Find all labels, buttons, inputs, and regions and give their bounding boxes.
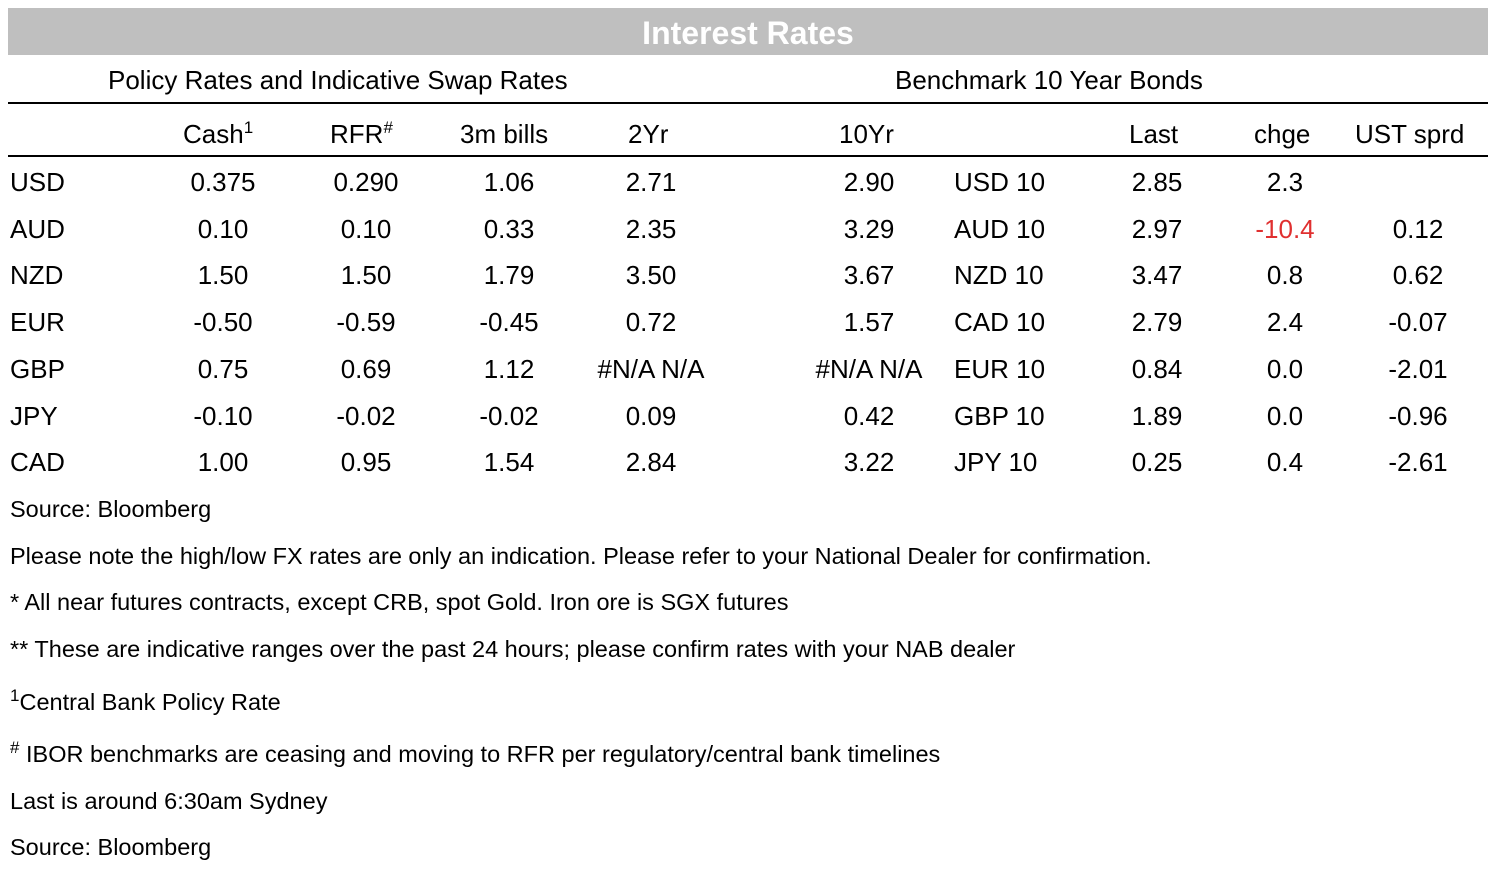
table-row: JPY -0.10 -0.02 -0.02 0.09 0.42 GBP 10 1.89 0.0 -… (0, 394, 1495, 438)
ust-sprd-cell: -0.96 (1388, 400, 1448, 431)
ibor-footnote: # IBOR benchmarks are ceasing and moving… (10, 738, 941, 767)
ten-year-cell: 1.57 (843, 307, 895, 338)
cash-cell: 0.10 (197, 213, 249, 244)
col-header-ust-sprd: UST sprd (1355, 119, 1465, 149)
table-row: AUD 0.10 0.10 0.33 2.35 3.29 AUD 10 2.97 -10.4 0.… (0, 207, 1495, 251)
cash-cell: -0.50 (193, 307, 253, 338)
ust-sprd-cell: 0.62 (1392, 260, 1444, 291)
rfr-cell: 1.50 (340, 260, 392, 291)
cash-cell: 1.00 (197, 447, 249, 478)
bond-name-cell: USD 10 (954, 167, 1046, 197)
chge-cell: 0.0 (1266, 353, 1304, 384)
rfr-cell: 0.69 (340, 353, 392, 384)
currency-cell: NZD (10, 260, 64, 291)
table-row: NZD 1.50 1.50 1.79 3.50 3.67 NZD 10 3.47 0.8 0.62 (0, 253, 1495, 297)
currency-cell: USD (10, 167, 65, 197)
col-header-10yr: 10Yr (839, 119, 894, 149)
header-top-rule (8, 102, 1488, 104)
ust-sprd-cell (1358, 160, 1478, 204)
bond-name-cell: JPY 10 (954, 447, 1038, 478)
last-cell: 2.85 (1131, 167, 1183, 197)
last-cell: 2.97 (1131, 213, 1183, 244)
bond-name-cell: EUR 10 (954, 353, 1046, 384)
col-header-2yr: 2Yr (628, 119, 669, 149)
last-cell: 3.47 (1131, 260, 1183, 291)
header-bottom-rule (8, 155, 1488, 157)
page-title: Interest Rates (8, 8, 1488, 55)
last-cell: 0.84 (1131, 353, 1183, 384)
bills-cell: -0.45 (479, 307, 539, 338)
cash-cell: -0.10 (193, 400, 253, 431)
chge-cell: 0.0 (1266, 400, 1304, 431)
col-header-last: Last (1129, 119, 1179, 149)
policy-rates-section-title: Policy Rates and Indicative Swap Rates (108, 65, 568, 95)
col-header-3m-bills: 3m bills (460, 119, 549, 149)
table-row: EUR -0.50 -0.59 -0.45 0.72 1.57 CAD 10 2.79 2.4 -… (0, 300, 1495, 344)
bills-cell: 1.79 (483, 260, 535, 291)
cash-cell: 1.50 (197, 260, 249, 291)
last-cell: 1.89 (1131, 400, 1183, 431)
futures-note: * All near futures contracts, except CRB… (10, 589, 789, 615)
source-note: Source: Bloomberg (10, 496, 212, 522)
currency-cell: GBP (10, 353, 65, 384)
bills-cell: -0.02 (479, 400, 539, 431)
two-year-cell: 2.84 (625, 447, 677, 478)
ten-year-cell: 0.42 (843, 400, 895, 431)
bond-name-cell: NZD 10 (954, 260, 1044, 291)
table-row: USD 0.375 0.290 1.06 2.71 2.90 USD 10 2.85 2.3 (0, 160, 1495, 204)
currency-cell: CAD (10, 447, 65, 478)
ust-sprd-cell: -2.01 (1388, 353, 1448, 384)
chge-cell: 2.4 (1266, 307, 1304, 338)
ust-sprd-cell: -0.07 (1388, 307, 1448, 338)
rfr-cell: -0.59 (336, 307, 396, 338)
rfr-cell: 0.95 (340, 447, 392, 478)
chge-cell: 0.8 (1266, 260, 1304, 291)
bills-cell: 1.12 (483, 353, 535, 384)
chge-cell: 2.3 (1266, 167, 1304, 197)
ten-year-cell: 3.29 (843, 213, 895, 244)
two-year-cell: #N/A N/A (597, 353, 705, 384)
chge-cell: 0.4 (1266, 447, 1304, 478)
currency-cell: AUD (10, 213, 65, 244)
currency-cell: EUR (10, 307, 65, 338)
col-header-chge: chge (1254, 119, 1311, 149)
two-year-cell: 2.71 (625, 167, 677, 197)
ten-year-cell: 3.22 (843, 447, 895, 478)
last-time-note: Last is around 6:30am Sydney (10, 788, 328, 814)
bond-name-cell: AUD 10 (954, 213, 1046, 244)
bills-cell: 1.06 (483, 167, 535, 197)
last-cell: 0.25 (1131, 447, 1183, 478)
ten-year-cell: 2.90 (843, 167, 895, 197)
rfr-cell: 0.10 (340, 213, 392, 244)
two-year-cell: 0.72 (625, 307, 677, 338)
ten-year-cell: #N/A N/A (815, 353, 923, 384)
table-row: CAD 1.00 0.95 1.54 2.84 3.22 JPY 10 0.25 0.4 -2.6… (0, 440, 1495, 484)
source-note-bottom: Source: Bloomberg (10, 834, 212, 860)
chge-cell: -10.4 (1255, 213, 1315, 244)
rfr-cell: 0.290 (333, 167, 399, 197)
policy-rate-footnote: 1Central Bank Policy Rate (10, 686, 281, 715)
cash-cell: 0.375 (190, 167, 256, 197)
cash-cell: 0.75 (197, 353, 249, 384)
ranges-note: ** These are indicative ranges over the … (10, 636, 1016, 662)
currency-cell: JPY (10, 400, 58, 431)
col-header-cash: Cash1 (183, 118, 254, 149)
bond-name-cell: CAD 10 (954, 307, 1046, 338)
two-year-cell: 3.50 (625, 260, 677, 291)
benchmark-bonds-section-title: Benchmark 10 Year Bonds (895, 65, 1203, 95)
two-year-cell: 0.09 (625, 400, 677, 431)
table-row: GBP 0.75 0.69 1.12 #N/A N/A #N/A N/A EUR 10 0.8… (0, 347, 1495, 391)
bills-cell: 0.33 (483, 213, 535, 244)
rfr-cell: -0.02 (336, 400, 396, 431)
ust-sprd-cell: -2.61 (1388, 447, 1448, 478)
two-year-cell: 2.35 (625, 213, 677, 244)
last-cell: 2.79 (1131, 307, 1183, 338)
ten-year-cell: 3.67 (843, 260, 895, 291)
col-header-rfr: RFR# (330, 118, 393, 149)
ust-sprd-cell: 0.12 (1392, 213, 1444, 244)
fx-disclaimer-note: Please note the high/low FX rates are on… (10, 543, 1152, 569)
bond-name-cell: GBP 10 (954, 400, 1045, 431)
bills-cell: 1.54 (483, 447, 535, 478)
